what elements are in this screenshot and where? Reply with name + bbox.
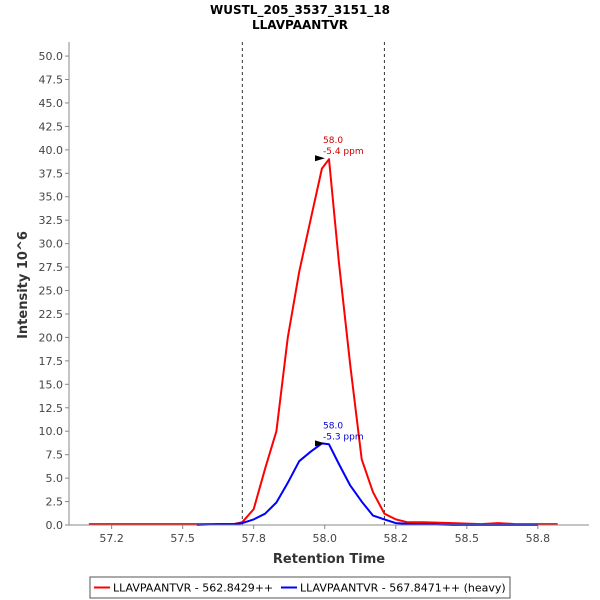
- x-axis-label: Retention Time: [273, 552, 385, 567]
- y-tick-label: 50.0: [39, 50, 64, 63]
- y-tick-label: 17.5: [39, 355, 64, 368]
- y-tick-label: 45.0: [39, 97, 64, 110]
- peak-marker: [315, 155, 325, 162]
- y-tick-label: 32.5: [39, 214, 64, 227]
- y-tick-label: 15.0: [39, 378, 64, 391]
- legend: LLAVPAANTVR - 562.8429++ LLAVPAANTVR - 5…: [89, 576, 511, 599]
- x-tick-label: 58.5: [455, 532, 480, 545]
- boundary-lines: [241, 42, 385, 525]
- y-tick-label: 10.0: [39, 425, 64, 438]
- y-tick-label: 20.0: [39, 331, 64, 344]
- chart-subtitle: LLAVPAANTVR: [252, 18, 348, 32]
- y-tick-label: 42.5: [39, 120, 64, 133]
- x-tick-label: 57.2: [99, 532, 124, 545]
- y-tick-label: 27.5: [39, 261, 64, 274]
- series-group: [88, 158, 558, 526]
- legend-box: [89, 576, 511, 599]
- y-tick-label: 25.0: [39, 285, 64, 298]
- peak-ppm-label: -5.4 ppm: [323, 147, 364, 157]
- peak-marker: [315, 440, 325, 447]
- y-tick-label: 22.5: [39, 308, 64, 321]
- legend-label-heavy: LLAVPAANTVR - 567.8471++ (heavy): [300, 582, 506, 595]
- chart-title: WUSTL_205_3537_3151_18: [210, 3, 390, 18]
- y-tick-label: 5.0: [46, 472, 64, 485]
- y-tick-label: 0.0: [46, 519, 64, 532]
- legend-label-light: LLAVPAANTVR - 562.8429++: [113, 582, 273, 595]
- x-tick-label: 58.2: [384, 532, 409, 545]
- peak-rt-label: 58.0: [323, 421, 343, 431]
- x-tick-label: 57.8: [241, 532, 266, 545]
- y-axis-label: Intensity 10^6: [16, 231, 31, 339]
- y-tick-label: 7.5: [46, 449, 64, 462]
- x-axis: 57.2 57.5 57.8 58.0 58.2 58.5 58.8: [99, 525, 550, 545]
- y-tick-label: 2.5: [46, 496, 64, 509]
- y-tick-label: 37.5: [39, 167, 64, 180]
- x-tick-label: 57.5: [170, 532, 195, 545]
- y-tick-label: 30.0: [39, 238, 64, 251]
- plot-area: [69, 42, 589, 525]
- x-tick-label: 58.8: [526, 532, 551, 545]
- peak-rt-label: 58.0: [323, 136, 343, 146]
- x-tick-label: 58.0: [312, 532, 337, 545]
- y-tick-label: 47.5: [39, 74, 64, 87]
- series-heavy-line: [196, 442, 538, 526]
- y-tick-label: 40.0: [39, 144, 64, 157]
- peak-ppm-label: -5.3 ppm: [323, 432, 364, 442]
- y-tick-label: 12.5: [39, 402, 64, 415]
- y-axis: 0.0 2.5 5.0 7.5 10.0 12.5 15.0 17.5 20.0 22.5 25.0…: [39, 50, 69, 532]
- y-tick-label: 35.0: [39, 191, 64, 204]
